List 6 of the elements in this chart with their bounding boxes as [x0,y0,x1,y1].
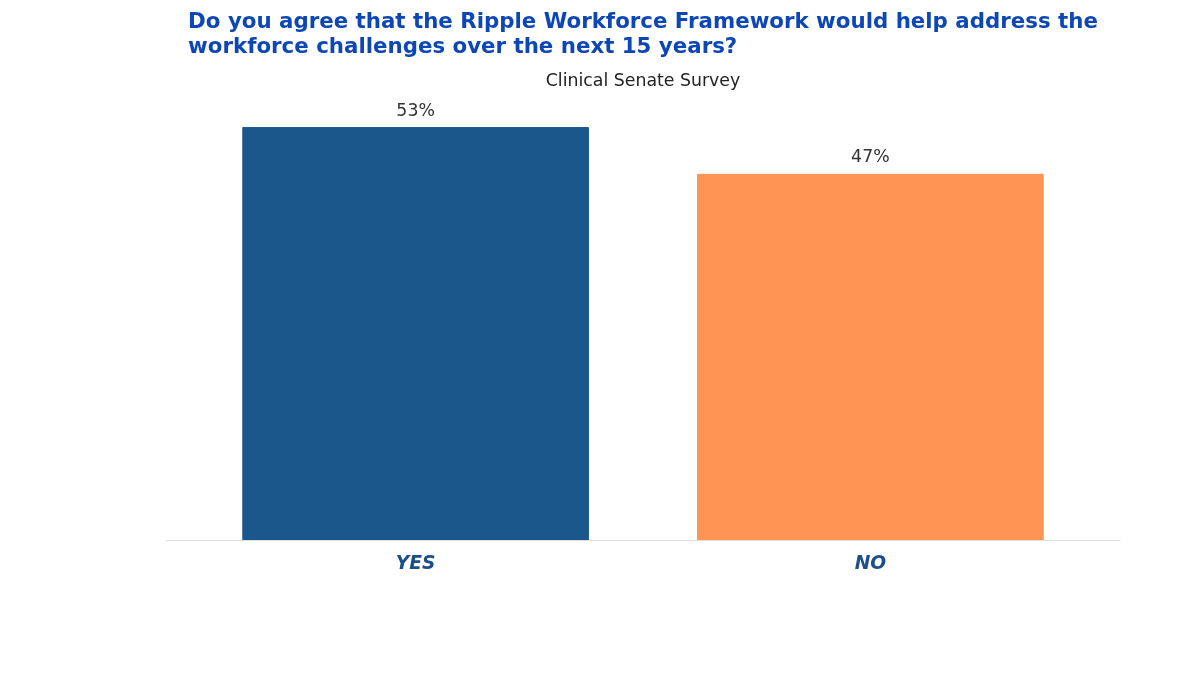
chart-title: Do you agree that the Ripple Workforce Framework would help address the workforce challenges over the next 15 years? [188,7,1098,58]
data-label: 53% [396,99,435,120]
chart-subtitle: Clinical Senate Survey [545,69,741,90]
x-tick-label: NO [854,551,887,573]
data-label: 47% [851,146,890,167]
x-tick-label: YES [395,551,436,573]
